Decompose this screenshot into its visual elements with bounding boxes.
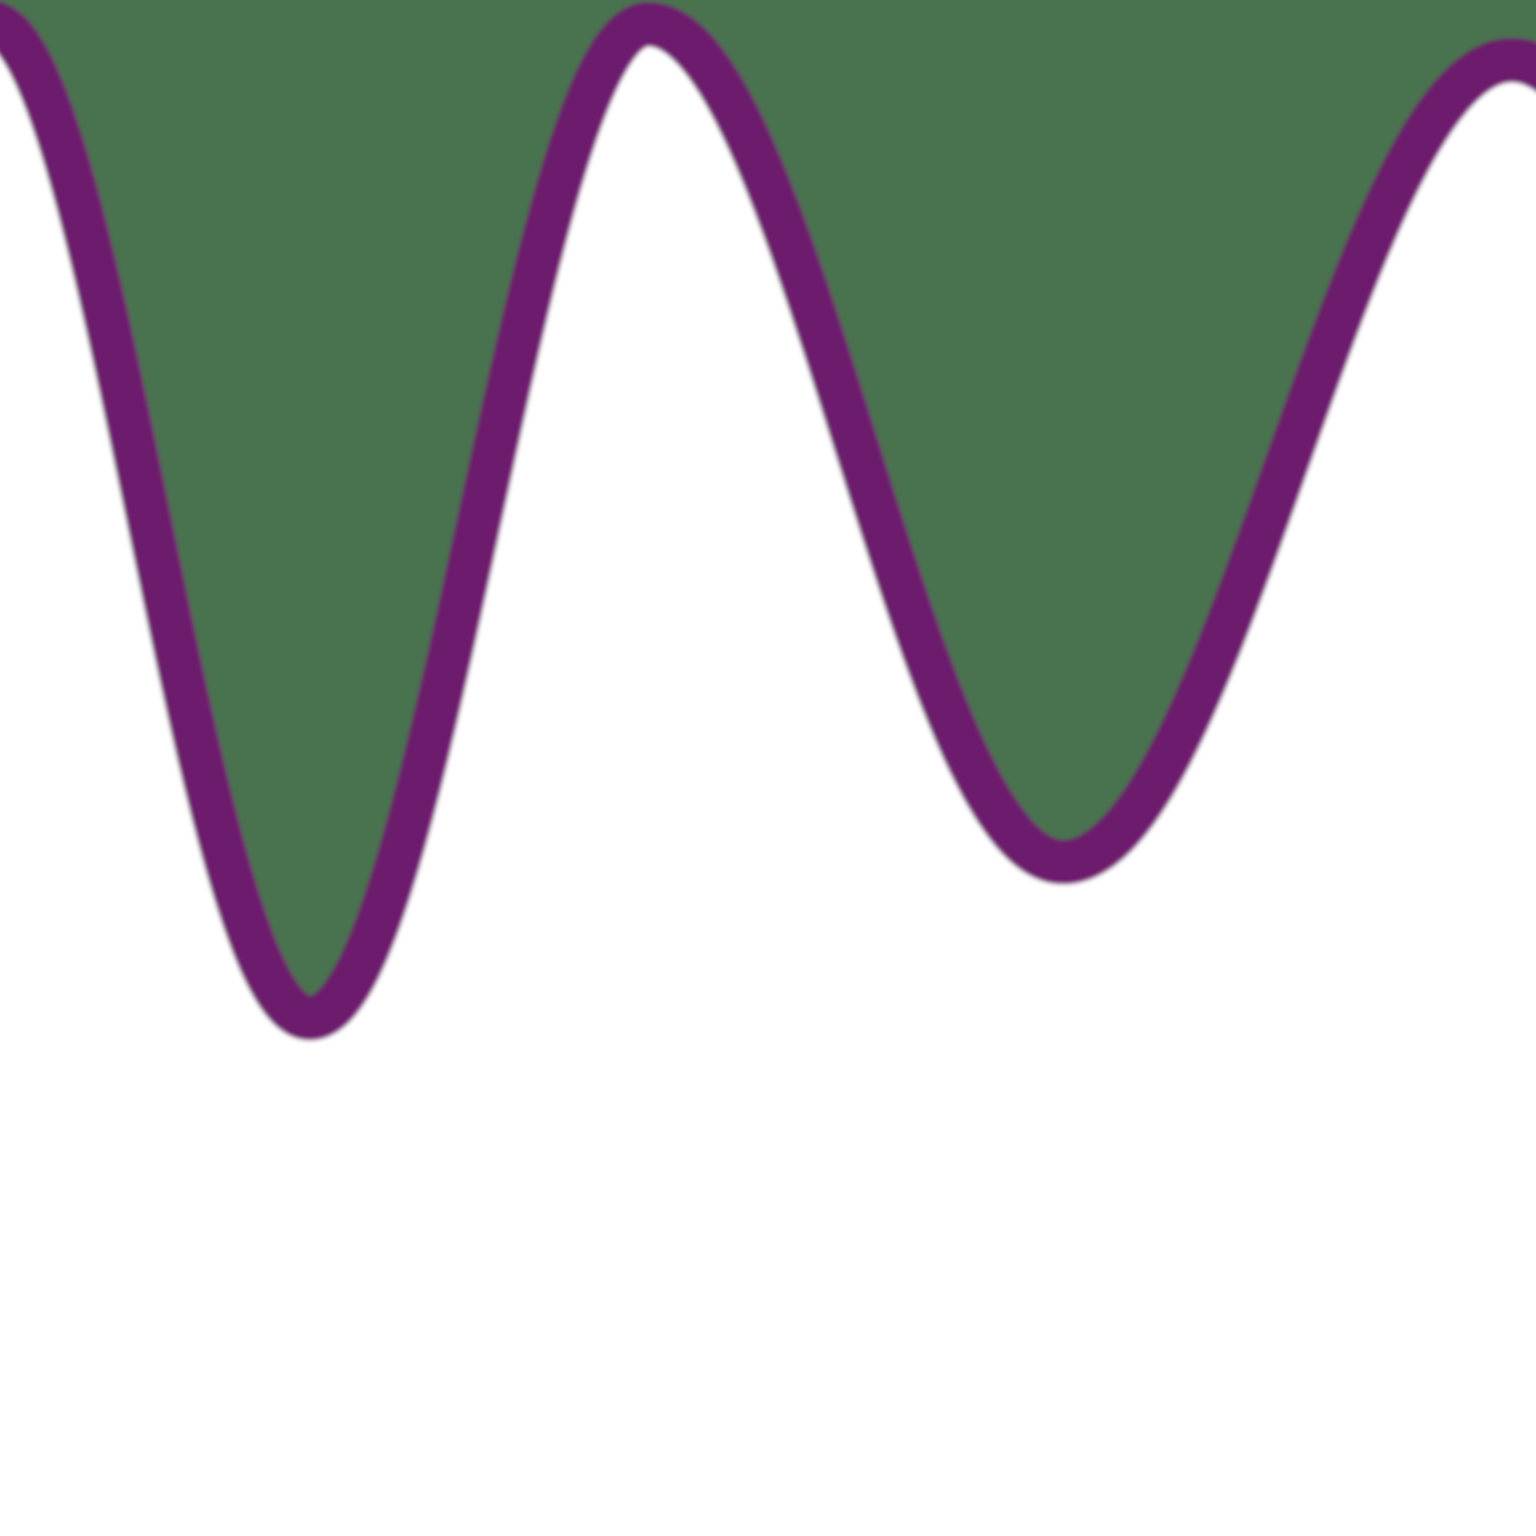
waveform-curve	[0, 1, 1536, 1041]
area-below-curve	[0, 24, 1536, 1536]
